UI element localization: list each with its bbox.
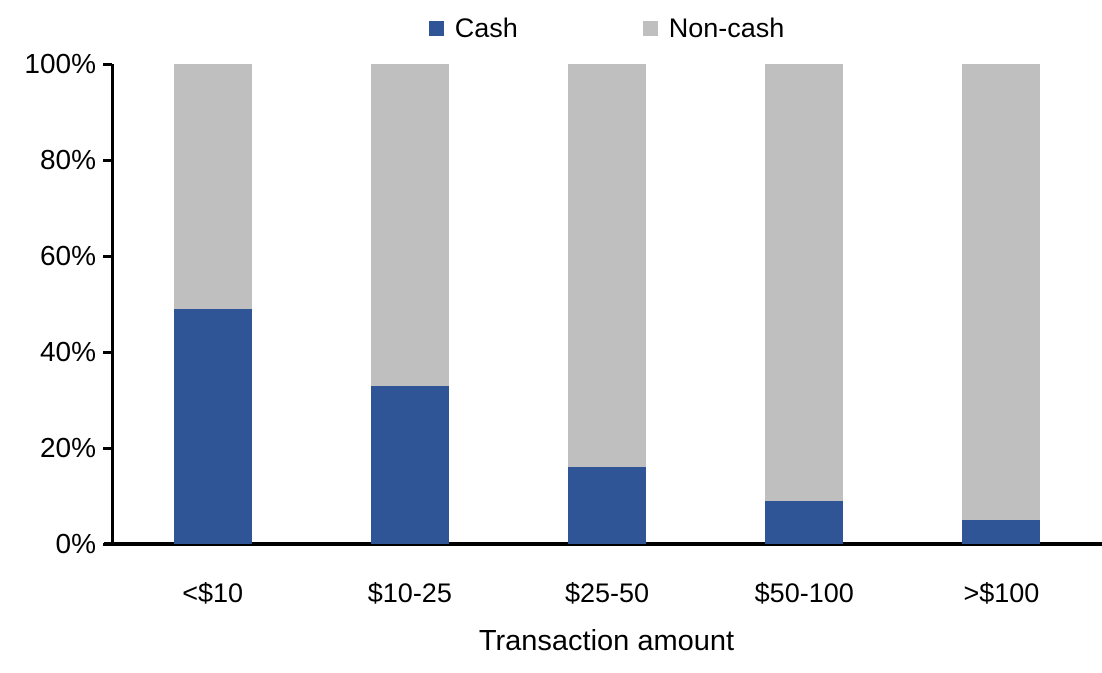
cash-segment [370,385,449,544]
y-axis-tick [103,63,112,66]
bar-slot [508,64,705,544]
bar-slot [311,64,508,544]
x-tick-label: >$100 [963,578,1040,608]
x-axis-line [104,542,1102,546]
y-axis-tick [103,159,112,162]
cash-legend-swatch-icon [428,21,444,36]
y-axis-tick [103,351,112,354]
stacked-bar-3 [568,64,646,544]
noncash-segment [568,64,646,468]
cash-segment [568,467,646,544]
stacked-bar-4 [765,64,844,544]
stacked-bar-2 [370,64,449,544]
noncash-segment [173,64,252,309]
plot-area [114,64,1100,544]
bar-slot [706,64,903,544]
y-tick-label: 20% [39,432,96,463]
noncash-segment [370,64,449,386]
y-axis-line [111,64,114,546]
y-tick-label: 100% [24,48,96,79]
y-tick-label: 40% [39,336,96,367]
cash-legend-label: Cash [454,13,518,43]
x-axis-tick-labels: <$10 $10-25 $25-50 $50-100 >$100 [114,578,1100,609]
x-tick-label: $25-50 [564,578,650,608]
noncash-segment [962,64,1041,520]
noncash-legend-label: Non-cash [668,13,785,43]
x-tick-label: $10-25 [367,578,452,608]
cash-segment [173,308,252,544]
stacked-bar-5 [962,64,1041,544]
y-tick-label: 60% [39,240,96,271]
y-axis-tick [103,255,112,258]
bar-slot [903,64,1100,544]
cash-segment [962,520,1041,544]
x-tick-label: $50-100 [754,578,854,608]
legend: Cash Non-cash [113,12,1100,45]
noncash-legend-swatch-icon [642,21,658,36]
y-tick-label: 80% [39,144,96,175]
y-axis-tick [103,447,112,450]
x-axis-title: Transaction amount [478,625,735,657]
legend-item-cash: Cash [428,12,518,45]
stacked-bar-1 [173,64,252,544]
y-tick-label: 0% [55,528,96,559]
legend-item-noncash: Non-cash [642,12,785,45]
bar-slot [114,64,311,544]
cash-segment [765,500,844,544]
noncash-segment [765,64,844,501]
x-tick-label: <$10 [182,578,244,608]
